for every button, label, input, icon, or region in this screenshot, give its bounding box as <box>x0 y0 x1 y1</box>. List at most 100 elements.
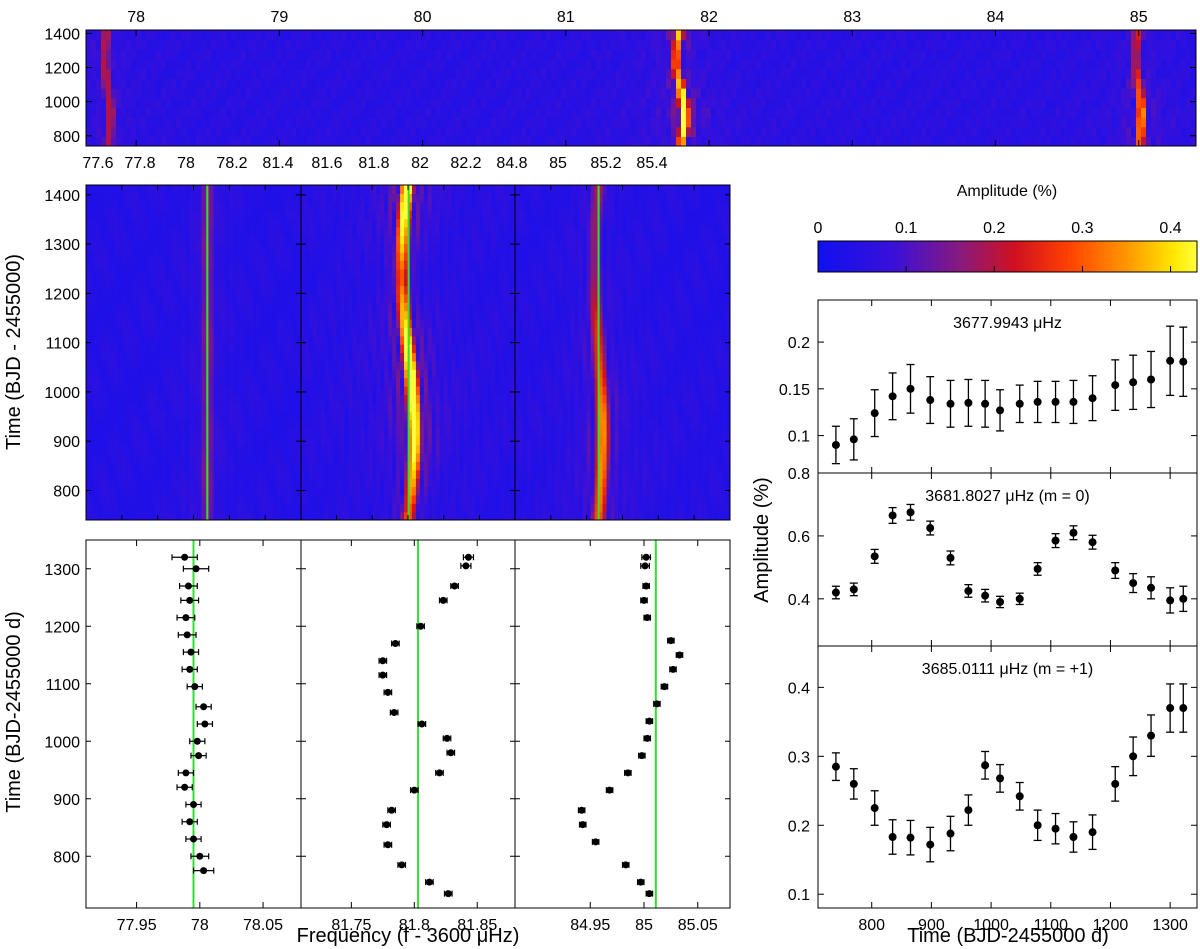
heatmap-cell <box>1006 136 1012 146</box>
heatmap-cell <box>1186 97 1192 108</box>
heatmap-cell <box>169 201 175 211</box>
heatmap-cell <box>91 68 97 79</box>
heatmap-cell <box>189 277 195 287</box>
heatmap-cell <box>1186 117 1192 128</box>
heatmap-cell <box>125 226 131 236</box>
heatmap-cell <box>901 68 907 79</box>
heatmap-cell <box>411 30 417 41</box>
heatmap-cell <box>86 30 92 41</box>
heatmap-cell <box>113 193 119 203</box>
heatmap-cell <box>591 97 597 108</box>
heatmap-cell <box>111 126 117 137</box>
heatmap-cell <box>146 107 152 118</box>
heatmap-cell <box>109 201 115 211</box>
heatmap-cell <box>831 107 837 118</box>
heatmap-cell <box>261 302 266 312</box>
heatmap-cell <box>411 126 417 137</box>
heatmap-cell <box>189 185 195 194</box>
heatmap-cell <box>131 117 137 128</box>
heatmap-cell <box>173 344 179 354</box>
heatmap-cell <box>661 39 667 50</box>
heatmap-cell <box>197 478 203 488</box>
heatmap-cell <box>566 78 572 89</box>
heatmap-cell <box>1026 117 1032 128</box>
heatmap-cell <box>931 39 937 50</box>
heatmap-cell <box>105 436 111 446</box>
heatmap-cell <box>121 478 127 488</box>
heatmap-cell <box>226 126 232 137</box>
heatmap-cell <box>361 126 367 137</box>
heatmap-cell <box>245 285 250 295</box>
heatmap-cell <box>181 478 187 488</box>
heatmap-cell <box>586 30 592 41</box>
heatmap-cell <box>401 136 407 146</box>
heatmap-cell <box>336 88 342 99</box>
heatmap-cell <box>189 293 195 303</box>
heatmap-cell <box>225 260 230 270</box>
heatmap-cell <box>836 30 842 41</box>
heatmap-cell <box>186 117 192 128</box>
heatmap-cell <box>381 78 387 89</box>
heatmap-cell <box>149 369 155 379</box>
heatmap-cell <box>201 394 207 404</box>
heatmap-cell <box>556 49 562 60</box>
heatmap-cell <box>233 360 238 370</box>
heatmap-cell <box>376 107 382 118</box>
heatmap-cell <box>269 369 274 379</box>
heatmap-cell <box>461 117 467 128</box>
heatmap-cell <box>811 30 817 41</box>
heatmap-cell <box>461 136 467 146</box>
heatmap-cell <box>991 97 997 108</box>
heatmap-cell <box>741 136 747 146</box>
heatmap-cell <box>466 68 472 79</box>
heatmap-cell <box>177 260 183 270</box>
heatmap-cell <box>229 486 234 496</box>
heatmap-cell <box>681 39 687 50</box>
heatmap-cell <box>245 344 250 354</box>
heatmap-cell <box>253 185 258 194</box>
heatmap-cell <box>276 30 282 41</box>
heatmap-cell <box>217 411 222 421</box>
heatmap-cell <box>446 107 452 118</box>
heatmap-cell <box>145 218 151 228</box>
heatmap-cell <box>301 369 306 379</box>
heatmap-cell <box>576 117 582 128</box>
heatmap-cell <box>173 469 179 479</box>
heatmap-cell <box>149 277 155 287</box>
heatmap-cell <box>406 59 412 70</box>
heatmap-cell <box>185 310 191 320</box>
heatmap-cell <box>591 78 597 89</box>
heatmap-cell <box>556 59 562 70</box>
heatmap-cell <box>1086 49 1092 60</box>
heatmap-cell <box>193 226 199 236</box>
heatmap-cell <box>946 126 952 137</box>
heatmap-cell <box>846 59 852 70</box>
heatmap-cell <box>221 117 227 128</box>
heatmap-cell <box>1011 126 1017 137</box>
heatmap-cell <box>666 39 672 50</box>
heatmap-cell <box>89 436 95 446</box>
heatmap-cell <box>906 68 912 79</box>
heatmap-cell <box>216 136 222 146</box>
heatmap-cell <box>225 293 230 303</box>
heatmap-cell <box>213 453 218 462</box>
heatmap-cell <box>1086 126 1092 137</box>
heatmap-cell <box>253 386 258 395</box>
heatmap-cell <box>126 126 132 137</box>
heatmap-cell <box>251 136 257 146</box>
heatmap-cell <box>696 136 702 146</box>
heatmap-cell <box>1036 30 1042 41</box>
heatmap-cell <box>93 344 99 354</box>
heatmap-cell <box>591 30 597 41</box>
middle-top-tick-label: 78 <box>177 155 195 172</box>
heatmap-cell <box>1141 78 1147 89</box>
heatmap-cell <box>486 59 492 70</box>
heatmap-cell <box>966 59 972 70</box>
heatmap-cell <box>891 88 897 99</box>
heatmap-cell <box>626 88 632 99</box>
heatmap-cell <box>157 335 163 345</box>
heatmap-cell <box>308 469 314 479</box>
heatmap-cell <box>145 461 151 471</box>
heatmap-cell <box>113 427 119 437</box>
heatmap-cell <box>165 185 171 194</box>
